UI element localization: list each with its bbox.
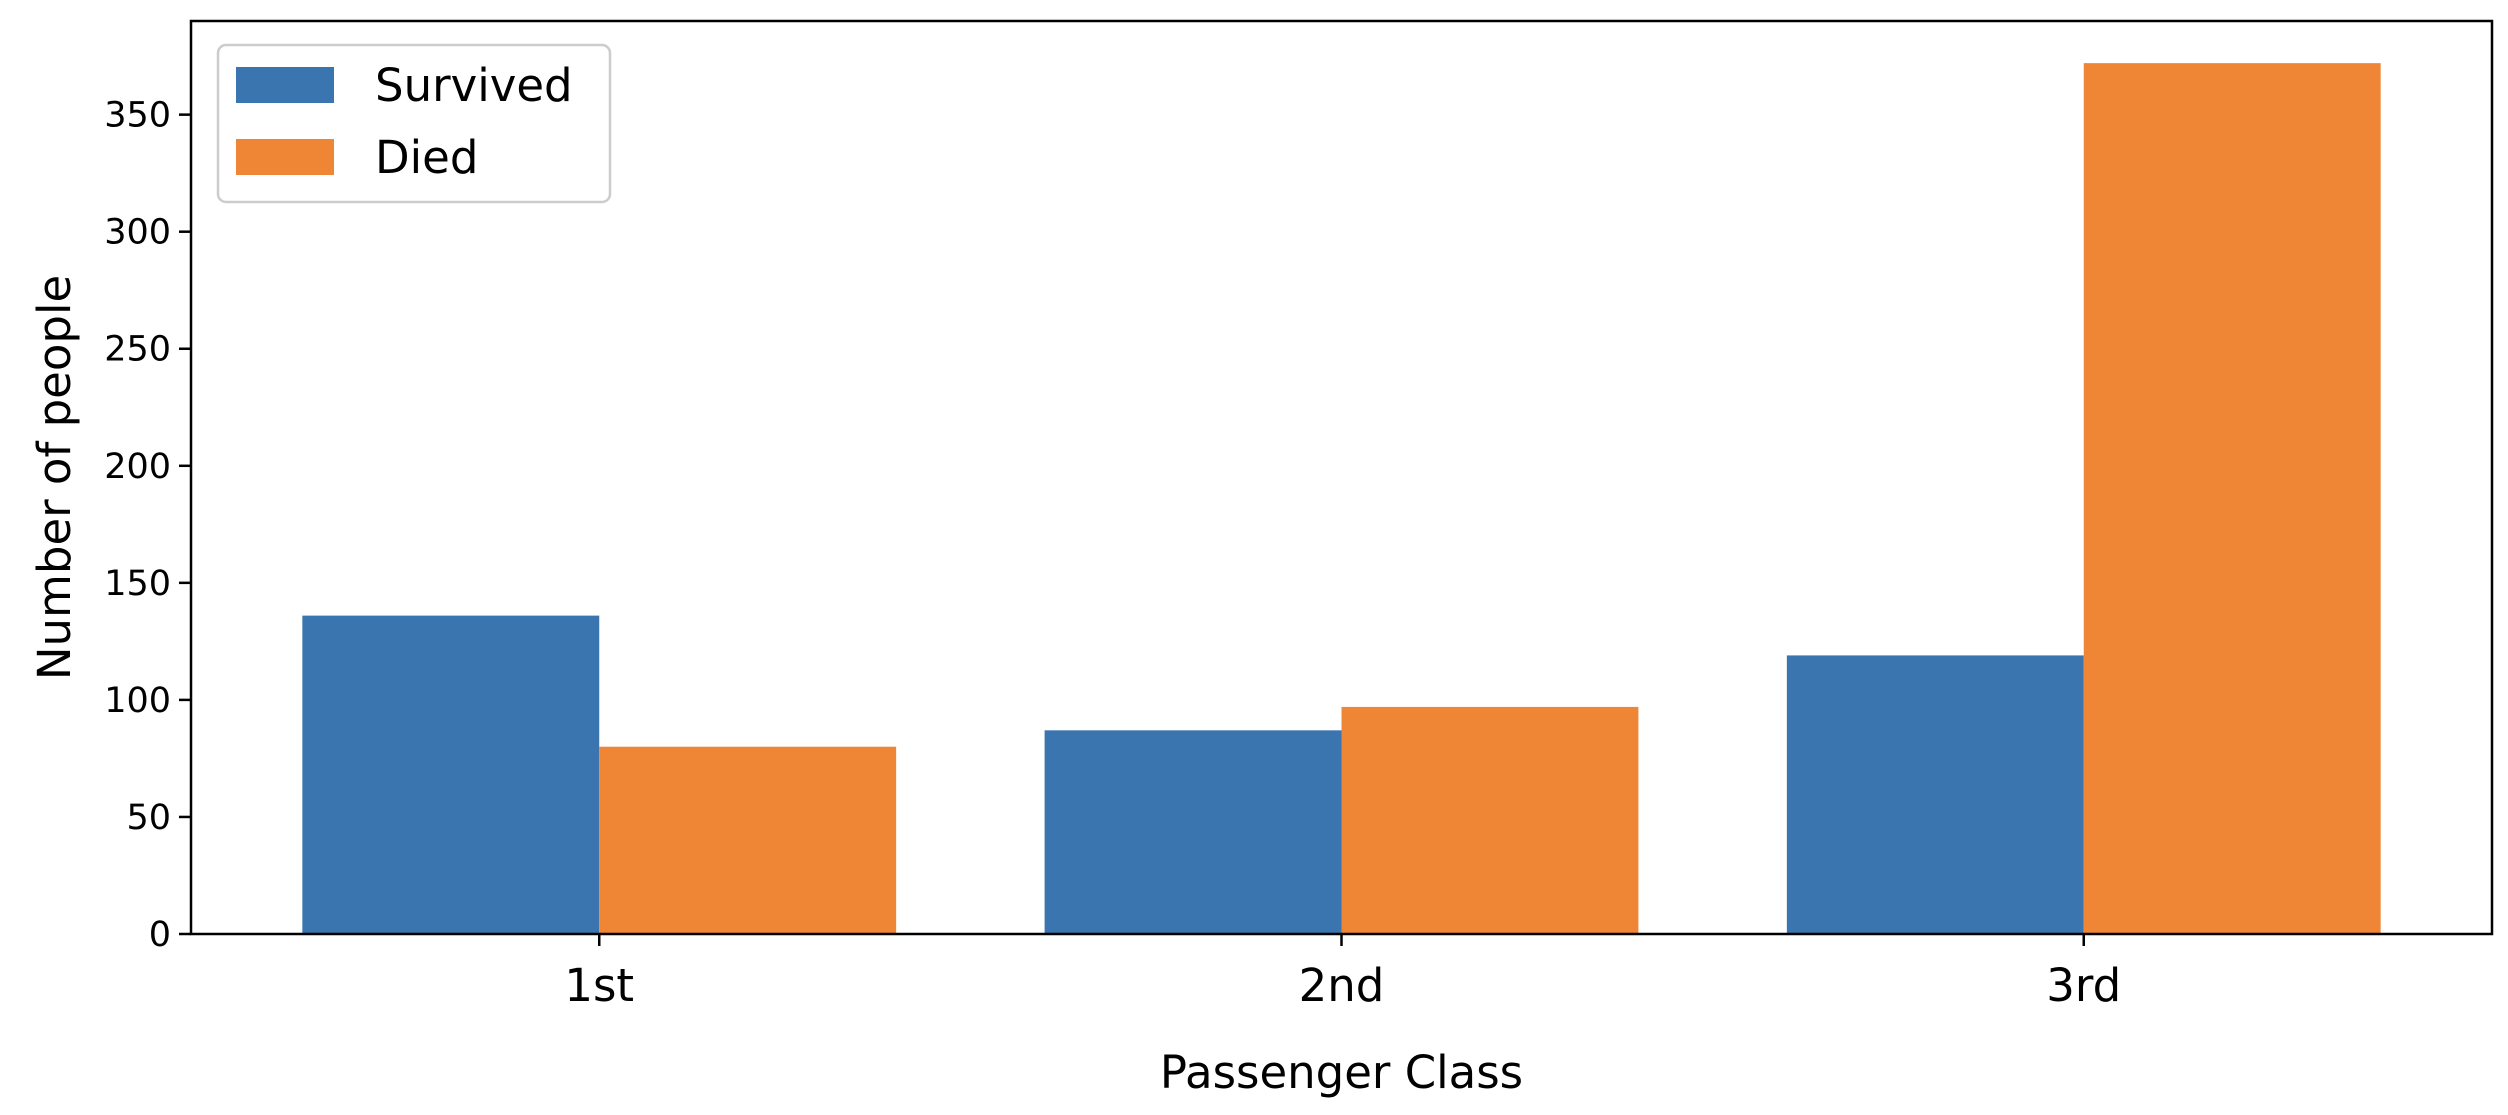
x-ticks-group: 1st 2nd 3rd — [564, 934, 2121, 1012]
x-tick-label-3rd: 3rd — [2046, 959, 2121, 1012]
y-tick-label: 350 — [104, 96, 171, 136]
bar-survived-2nd — [1044, 730, 1342, 934]
bar-died-1st — [599, 746, 897, 934]
plot-frame — [189, 19, 2494, 936]
y-tick-label: 100 — [104, 681, 171, 721]
bar-survived-1st — [302, 615, 600, 934]
y-ticks-group: 0 50 100 150 200 250 300 350 — [104, 96, 191, 955]
y-tick-label: 0 — [149, 915, 171, 955]
bar-died-2nd — [1341, 706, 1639, 934]
legend-label-survived: Survived — [375, 59, 573, 112]
bar-died-3rd — [2083, 63, 2381, 934]
x-axis-label: Passenger Class — [1160, 1046, 1523, 1099]
y-tick-label: 200 — [104, 447, 171, 487]
x-tick-label-1st: 1st — [564, 959, 634, 1012]
y-tick-label: 150 — [104, 564, 171, 604]
bars-group — [302, 63, 2381, 934]
legend-label-died: Died — [375, 131, 478, 184]
x-tick-label-2nd: 2nd — [1299, 959, 1385, 1012]
y-tick-label: 300 — [104, 213, 171, 253]
y-axis-label: Number of people — [28, 275, 81, 680]
y-tick-label: 250 — [104, 330, 171, 370]
legend-swatch-survived — [236, 67, 334, 103]
legend-swatch-died — [236, 139, 334, 175]
y-tick-label: 50 — [126, 798, 171, 838]
bar-survived-3rd — [1786, 655, 2084, 934]
legend: Survived Died — [216, 43, 612, 204]
